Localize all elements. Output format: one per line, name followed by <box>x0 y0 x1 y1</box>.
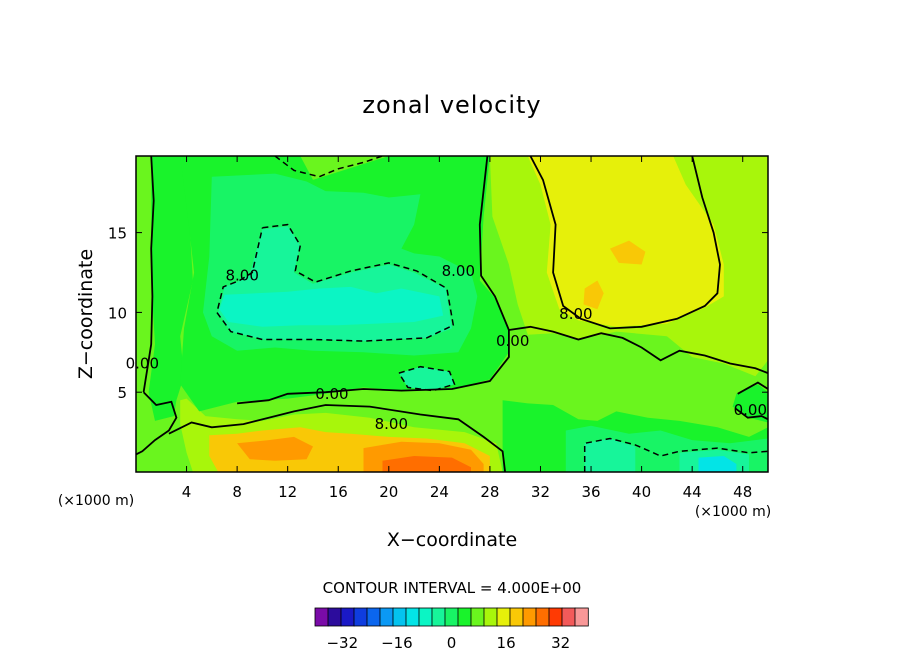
field-region-21 <box>732 384 768 423</box>
contour-label-4: 8.00 <box>375 415 408 433</box>
y-tick-label: 5 <box>117 384 127 402</box>
colorbar-swatch <box>522 607 537 627</box>
colorbar-swatch <box>483 607 498 627</box>
contour-line-3 <box>237 156 510 405</box>
contour-interval-label: CONTOUR INTERVAL = 4.000E+00 <box>323 579 582 597</box>
colorbar-tick-label: −32 <box>326 634 358 652</box>
x-tick-label: 16 <box>329 483 348 501</box>
y-tick-label: 15 <box>108 225 127 243</box>
contour-line-1 <box>136 391 178 456</box>
x-tick-label: 36 <box>581 483 600 501</box>
contour-line-5 <box>529 156 721 330</box>
y-axis-label: Z−coordinate <box>75 249 97 379</box>
y-tick-label: 10 <box>108 304 127 322</box>
colorbar-tick-label: 32 <box>551 634 570 652</box>
colorbar-swatch <box>431 607 446 627</box>
chart-title: zonal velocity <box>362 91 541 119</box>
colorbar-swatch <box>548 607 563 627</box>
colorbar <box>314 607 589 627</box>
x-tick-label: 4 <box>182 483 192 501</box>
x-tick-label: 28 <box>480 483 499 501</box>
x-tick-label: 48 <box>733 483 752 501</box>
x-unit-label: (×1000 m) <box>695 504 771 520</box>
field-region-4 <box>237 436 313 461</box>
field-region-10 <box>219 286 444 327</box>
y-unit-label: (×1000 m) <box>58 493 134 509</box>
colorbar-swatch <box>379 607 394 627</box>
contour-line-9 <box>274 156 383 178</box>
contour-label-5: 0.00 <box>126 354 159 372</box>
plot-frame <box>135 155 769 473</box>
colorbar-swatch <box>366 607 381 627</box>
contour-label-3: 0.00 <box>315 385 348 403</box>
colorbar-swatch <box>418 607 433 627</box>
colorbar-swatch <box>457 607 472 627</box>
colorbar-swatch <box>535 607 550 627</box>
contour-label-0: 8.00 <box>225 267 258 285</box>
contour-lines <box>136 156 768 472</box>
colorbar-swatch <box>470 607 485 627</box>
colorbar-swatch <box>405 607 420 627</box>
field-region-6 <box>382 456 471 472</box>
field-region-11 <box>398 366 455 391</box>
x-tick-label: 32 <box>531 483 550 501</box>
contour-label-2: 8.00 <box>559 305 592 323</box>
colorbar-swatch <box>327 607 342 627</box>
colorbar-swatch <box>444 607 459 627</box>
x-tick-label: 24 <box>430 483 449 501</box>
colorbar-tick-label: 0 <box>447 634 457 652</box>
field-region-15 <box>583 280 604 310</box>
colorbar-swatch <box>561 607 576 627</box>
contour-label-6: 0.00 <box>496 332 529 350</box>
field-region-1 <box>148 156 200 421</box>
contour-labels: 8.00 8.00 8.00 0.00 8.00 0.00 0.00 0.00 <box>126 262 767 433</box>
contour-line-4 <box>508 325 768 374</box>
contour-label-7: 0.00 <box>734 401 767 419</box>
colorbar-swatch <box>314 607 329 627</box>
colorbar-swatch <box>574 607 589 627</box>
colorbar-swatch <box>509 607 524 627</box>
colorbar-swatch <box>392 607 407 627</box>
field-region-18 <box>584 438 636 472</box>
contour-line-2 <box>168 404 506 472</box>
colorbar-tick-label: −16 <box>381 634 413 652</box>
x-tick-label: 12 <box>278 483 297 501</box>
x-tick-label: 40 <box>632 483 651 501</box>
y-axis-ticks: 5 10 15 <box>108 225 768 402</box>
contour-line-7 <box>398 365 456 392</box>
field-region-13 <box>527 156 724 327</box>
colorbar-swatch <box>353 607 368 627</box>
contour-line-6 <box>216 223 455 342</box>
field-region-20 <box>698 456 737 472</box>
x-tick-label: 20 <box>379 483 398 501</box>
x-axis-ticks: 4 8 12 16 20 24 28 32 36 40 44 48 <box>182 156 752 501</box>
colorbar-swatch <box>340 607 355 627</box>
colorbar-tick-label: 16 <box>497 634 516 652</box>
contour-line-0 <box>142 156 155 393</box>
colorbar-swatch <box>496 607 511 627</box>
contour-label-1: 8.00 <box>442 262 475 280</box>
contour-line-10 <box>734 407 768 421</box>
colorbar-tick-labels: −32 −16 0 16 32 <box>326 634 570 652</box>
x-tick-label: 44 <box>683 483 702 501</box>
x-axis-label: X−coordinate <box>387 529 517 551</box>
x-tick-label: 8 <box>232 483 242 501</box>
field-region-14 <box>610 240 646 265</box>
contour-line-11 <box>737 381 768 395</box>
